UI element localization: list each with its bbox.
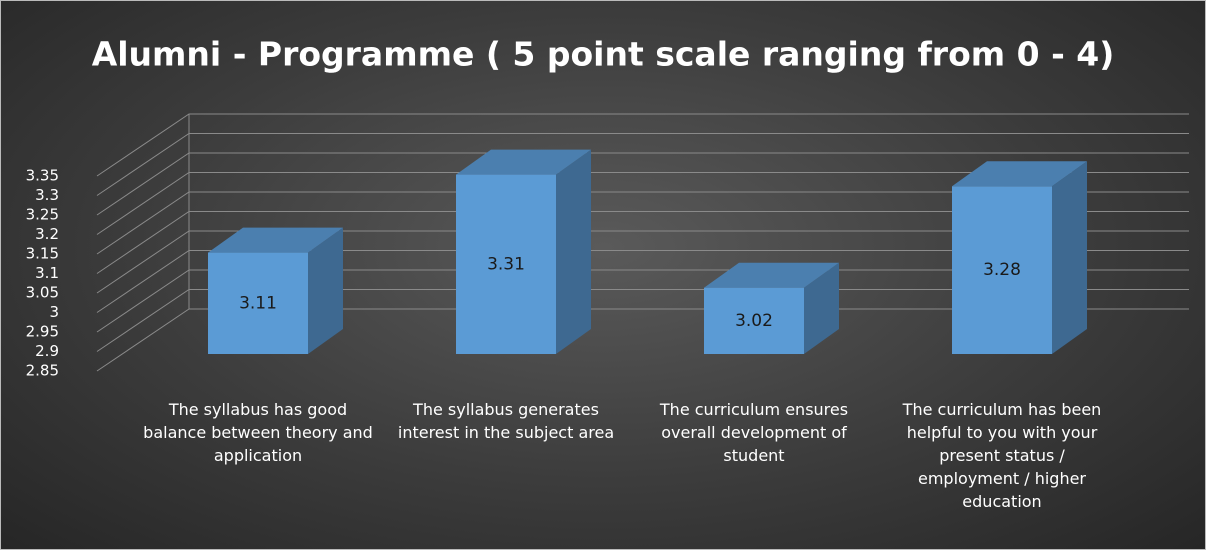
- y-tick-label: 2.9: [35, 342, 59, 360]
- bar: [456, 149, 591, 354]
- x-tick-label: The syllabus has good balance between th…: [143, 400, 373, 465]
- grid-line: [96, 308, 1189, 372]
- grid-line: [96, 230, 1189, 294]
- bar-side: [308, 227, 343, 354]
- y-tick-label: 3.1: [35, 264, 59, 282]
- bar-top: [208, 227, 343, 253]
- bar-top: [456, 149, 591, 175]
- bar-side: [804, 262, 839, 354]
- y-tick-label: 2.85: [26, 362, 59, 380]
- x-tick-label: The syllabus generates interest in the s…: [397, 400, 615, 442]
- y-tick-label: 3.15: [26, 245, 59, 263]
- bar: [704, 262, 839, 354]
- grid-line: [96, 191, 1189, 255]
- data-label: 3.31: [487, 254, 525, 274]
- grid-line: [96, 133, 1189, 196]
- data-label: 3.28: [983, 260, 1021, 280]
- y-tick-label: 3.35: [26, 167, 59, 185]
- grid-line: [96, 250, 1189, 313]
- bar-front: [704, 287, 804, 354]
- bar: [208, 227, 343, 354]
- y-tick-label: 3.05: [26, 284, 59, 302]
- y-tick-label: 2.95: [26, 323, 59, 341]
- chart-title: Alumni - Programme ( 5 point scale rangi…: [92, 35, 1115, 74]
- grid-line: [96, 113, 1189, 177]
- bar-front: [456, 174, 556, 354]
- bar-top: [704, 262, 839, 288]
- grid-line: [96, 152, 1189, 216]
- bar-side: [556, 149, 591, 354]
- x-tick-label: The curriculum has been helpful to you w…: [902, 400, 1102, 511]
- bar-front: [208, 252, 308, 354]
- grid-line: [96, 269, 1189, 333]
- bar-side: [1052, 161, 1087, 354]
- grid-line: [96, 289, 1189, 352]
- data-label: 3.02: [735, 311, 773, 331]
- bar-top: [952, 161, 1087, 187]
- grid-line: [96, 172, 1189, 235]
- data-label: 3.11: [239, 293, 277, 313]
- bar-front: [952, 186, 1052, 354]
- y-tick-label: 3.25: [26, 206, 59, 224]
- y-tick-label: 3.3: [35, 186, 59, 204]
- bar: [952, 161, 1087, 354]
- grid-line: [96, 211, 1189, 274]
- x-tick-label: The curriculum ensures overall developme…: [659, 400, 849, 465]
- y-tick-label: 3.2: [35, 225, 59, 243]
- y-tick-label: 3: [49, 303, 59, 321]
